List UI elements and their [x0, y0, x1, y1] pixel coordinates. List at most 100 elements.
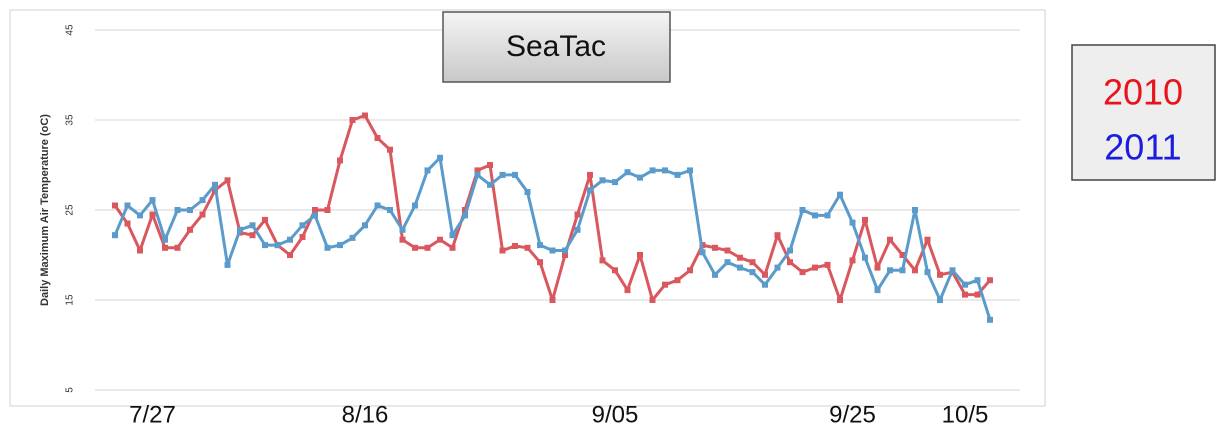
point	[574, 211, 581, 218]
point	[962, 291, 968, 298]
y-tick-label: 25	[65, 204, 76, 216]
point	[299, 234, 306, 240]
point	[737, 254, 743, 261]
point	[812, 264, 818, 271]
point	[424, 244, 431, 251]
chart-title: SeaTac	[506, 30, 606, 63]
point	[199, 211, 206, 218]
point	[224, 177, 231, 184]
point	[112, 232, 118, 239]
point	[499, 247, 506, 254]
point	[274, 242, 281, 249]
point	[349, 117, 356, 123]
point	[562, 247, 568, 254]
point	[949, 267, 956, 274]
point	[912, 267, 918, 274]
point	[587, 187, 593, 194]
point	[762, 271, 768, 278]
point	[387, 207, 393, 213]
point	[262, 242, 268, 249]
point	[612, 267, 618, 274]
point	[637, 174, 643, 181]
point	[162, 236, 168, 243]
point	[912, 207, 918, 213]
point	[387, 146, 393, 153]
point	[374, 135, 381, 141]
point	[137, 212, 143, 219]
point	[474, 171, 481, 178]
point	[987, 316, 993, 323]
point	[637, 252, 643, 258]
point	[237, 226, 243, 233]
point	[187, 207, 193, 213]
point	[487, 162, 493, 168]
point	[137, 247, 143, 254]
point	[449, 244, 456, 251]
point	[149, 211, 156, 218]
point	[574, 226, 581, 233]
y-tick-label: 15	[65, 294, 76, 306]
point	[524, 244, 531, 251]
y-axis-label: Daily Maximum Air Temperature (oC)	[39, 114, 51, 306]
point	[824, 261, 831, 268]
point	[774, 264, 781, 271]
point	[362, 222, 368, 229]
point	[874, 287, 881, 294]
point	[462, 207, 468, 213]
point	[162, 244, 168, 251]
point	[712, 244, 718, 251]
point	[924, 236, 931, 243]
point	[174, 244, 181, 251]
y-tick-label: 5	[65, 387, 76, 393]
point	[324, 207, 331, 213]
point	[987, 277, 993, 284]
point	[699, 249, 706, 256]
point	[899, 252, 906, 258]
x-tick-label: 9/25	[829, 401, 876, 428]
point	[974, 291, 981, 298]
point	[712, 271, 718, 278]
point	[787, 259, 793, 266]
point	[487, 181, 493, 188]
x-tick-label: 10/5	[942, 401, 989, 428]
point	[249, 222, 256, 229]
point	[599, 177, 606, 184]
point	[249, 232, 256, 239]
point	[324, 244, 331, 251]
point	[224, 261, 231, 268]
point	[412, 244, 418, 251]
point	[349, 234, 356, 241]
point	[849, 219, 856, 226]
point	[124, 220, 131, 227]
point	[762, 281, 768, 288]
point	[649, 297, 656, 303]
point	[687, 267, 693, 274]
point	[899, 267, 906, 274]
point	[549, 297, 556, 303]
point	[549, 247, 556, 254]
point	[962, 281, 968, 288]
point	[174, 207, 181, 213]
y-tick-label: 45	[65, 24, 76, 36]
point	[337, 242, 343, 249]
point	[887, 267, 893, 274]
point	[799, 269, 806, 276]
point	[862, 254, 868, 261]
point	[849, 257, 856, 264]
point	[799, 207, 806, 213]
legend-box	[1071, 44, 1216, 181]
point	[512, 243, 518, 249]
point	[874, 264, 881, 271]
point	[674, 277, 681, 284]
point	[312, 207, 318, 213]
point	[424, 167, 431, 174]
point	[187, 226, 193, 233]
x-tick-label: 7/27	[129, 401, 176, 428]
point	[837, 191, 843, 198]
point	[112, 202, 118, 209]
point	[687, 167, 693, 174]
point	[449, 232, 456, 239]
point	[537, 242, 543, 249]
